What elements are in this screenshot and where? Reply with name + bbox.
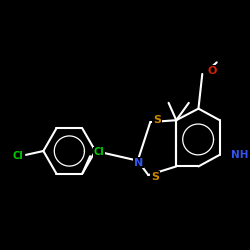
Text: O: O: [207, 66, 216, 76]
Text: Cl: Cl: [12, 151, 23, 161]
Text: N: N: [134, 158, 143, 168]
Text: Cl: Cl: [94, 147, 105, 157]
Text: S: S: [153, 115, 161, 125]
Text: S: S: [151, 172, 159, 182]
Text: NH: NH: [231, 150, 249, 160]
